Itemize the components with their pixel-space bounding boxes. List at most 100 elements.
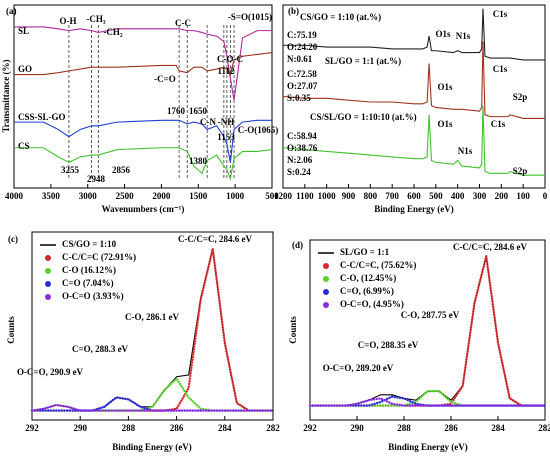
legend-label: C=O (7.04%) — [62, 278, 114, 288]
annotation: C=O, 288.3 eV — [72, 344, 129, 354]
annotation: C:72.58 — [287, 69, 317, 79]
panel-label: (c) — [8, 234, 18, 244]
component-line — [308, 397, 547, 407]
plot-frame — [309, 239, 546, 421]
series-label: SL — [18, 26, 29, 36]
legend-label: O-C=O (3.93%) — [62, 291, 124, 301]
legend-swatch — [45, 294, 51, 300]
annotation: -CH₂ — [103, 27, 122, 37]
series-label: GO — [18, 64, 32, 74]
annotation: -NH — [218, 117, 235, 127]
x-tick-label: 290 — [73, 423, 87, 433]
series-label: SL/GO = 1:1 (at.%) — [325, 56, 401, 66]
legend-label: C=O, (6.99%) — [340, 286, 394, 296]
annotation: S:0.35 — [287, 93, 311, 103]
annotation: S:0.24 — [287, 167, 311, 177]
annotation: 2856 — [112, 165, 131, 175]
annotation: O:38.76 — [287, 143, 318, 153]
series-label: CS/SL/GO = 1:10:10 (at.%) — [310, 112, 417, 122]
x-tick-label: 300 — [473, 191, 487, 201]
plot-frame — [282, 4, 546, 189]
x-tick-label: 1500 — [189, 191, 208, 201]
x-tick-label: 1000 — [318, 191, 337, 201]
series-line — [14, 147, 273, 181]
annotation: S2p — [513, 166, 528, 176]
annotation: C-C — [175, 18, 191, 28]
annotation: C1s — [493, 9, 508, 19]
x-tick-label: 2500 — [116, 191, 135, 201]
legend-swatch — [323, 276, 329, 282]
x-tick-label: 2000 — [152, 191, 171, 201]
x-tick-label: 0 — [543, 191, 548, 201]
annotation: O1s — [437, 119, 453, 129]
annotation: C-O-C — [217, 54, 243, 64]
annotation: O:27.07 — [287, 81, 318, 91]
annotation: O-C=O, 289.20 eV — [323, 363, 394, 373]
x-tick-label: 200 — [495, 191, 509, 201]
panel-label: (d) — [292, 240, 303, 250]
x-tick-label: 292 — [25, 423, 39, 433]
annotation: 1153 — [217, 132, 235, 142]
x-axis-label: Wavenumbers (cm⁻¹) — [102, 204, 185, 214]
x-axis-label: Binding Energy (eV) — [388, 442, 468, 452]
annotation: 3255 — [61, 165, 80, 175]
component-line — [308, 255, 547, 407]
x-tick-label: 100 — [516, 191, 530, 201]
annotation: N1s — [456, 31, 471, 41]
annotation: -CH₃ — [86, 14, 105, 24]
x-tick-label: 288 — [397, 423, 411, 433]
series-label: CSS-SL-GO — [18, 112, 66, 122]
x-tick-label: 600 — [407, 191, 421, 201]
component-line — [30, 376, 275, 412]
series-line — [14, 52, 273, 76]
legend-swatch — [45, 268, 51, 274]
annotation: O:24.20 — [287, 42, 318, 52]
legend-label: CS/GO = 1:10 — [62, 239, 117, 249]
x-tick-label: 282 — [266, 423, 280, 433]
x-axis-label: Binding Energy (eV) — [112, 442, 192, 452]
x-tick-label: 290 — [350, 423, 364, 433]
legend-swatch — [45, 281, 51, 287]
panel-label: (a) — [6, 6, 17, 16]
annotation: N:0.61 — [287, 54, 313, 64]
x-tick-label: 288 — [122, 423, 136, 433]
legend-label: C-O (16.12%) — [62, 265, 116, 275]
annotation: C:58.94 — [287, 131, 317, 141]
annotation: 1112 — [217, 66, 235, 76]
series-line — [283, 8, 545, 61]
x-tick-label: 282 — [538, 423, 550, 433]
annotation: O1s — [435, 29, 451, 39]
annotation: C-O, 286.1 eV — [125, 312, 179, 322]
y-axis-label: Transmittance (%) — [1, 59, 11, 132]
component-line — [30, 403, 275, 412]
x-tick-label: 284 — [218, 423, 232, 433]
annotation: S2p — [513, 92, 528, 102]
x-tick-label: 900 — [342, 191, 356, 201]
x-tick-label: 1000 — [226, 191, 245, 201]
annotation: O-H — [60, 16, 77, 26]
x-tick-label: 286 — [444, 423, 458, 433]
annotation: 1760 — [167, 106, 186, 116]
series-line — [14, 26, 272, 101]
legend-label: C-C/C=C, (75.62%) — [340, 260, 416, 270]
legend-label: SL/GO = 1:1 — [340, 247, 390, 257]
legend-swatch — [323, 289, 329, 295]
x-tick-label: 284 — [491, 423, 505, 433]
annotation: C-C/C=C, 284.6 eV — [453, 242, 528, 252]
annotation: C-N — [200, 117, 216, 127]
x-tick-label: 1200 — [274, 191, 293, 201]
x-tick-label: 700 — [385, 191, 399, 201]
series-line — [282, 105, 545, 176]
x-tick-label: 286 — [170, 423, 184, 433]
panel-label: (b) — [288, 6, 299, 16]
annotation: 1650 — [189, 106, 208, 116]
x-tick-label: 800 — [364, 191, 378, 201]
annotation: 2948 — [87, 174, 106, 184]
annotation: C=O, 288.35 eV — [358, 340, 419, 350]
annotation: C-O(1065) — [238, 125, 279, 135]
x-tick-label: 400 — [451, 191, 465, 201]
x-tick-label: 500 — [265, 191, 279, 201]
series-label: CS — [18, 141, 30, 151]
legend-swatch — [45, 255, 51, 261]
